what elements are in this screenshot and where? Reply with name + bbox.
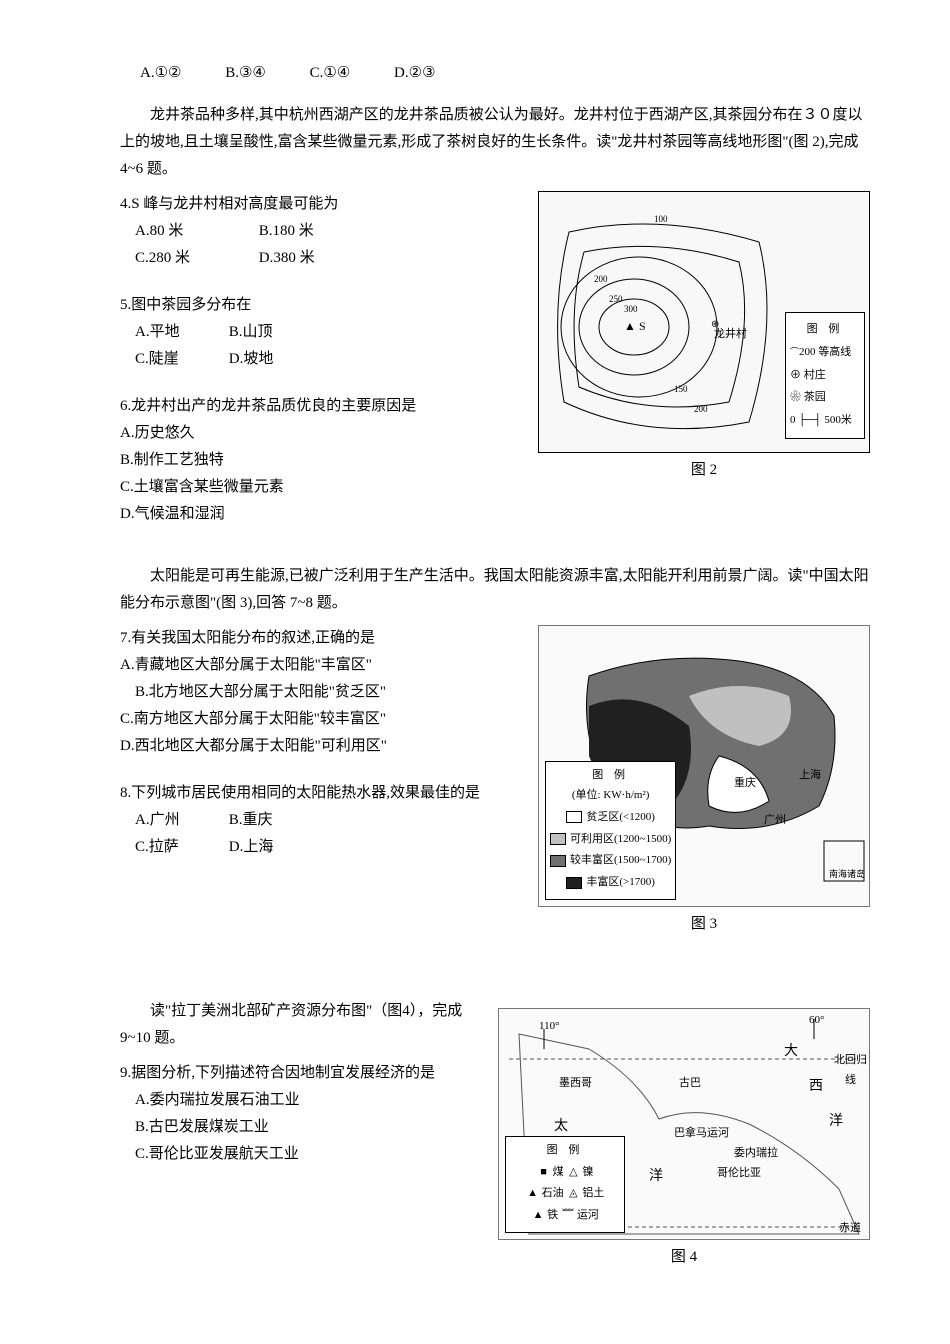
figure-3-map: 拉萨 重庆 上海 广州 南海诸岛 图 例 (单位: KW·h/m²) 贫乏区(<… xyxy=(538,625,870,907)
city-chongqing: 重庆 xyxy=(734,774,756,794)
fig3-legend-unit: (单位: KW·h/m²) xyxy=(550,786,671,806)
figure-2-container: ▲ S 龙井村 ⊕ 100 200 250 300 150 200 图 例 ⌒2… xyxy=(538,191,870,484)
figure-2-legend: 图 例 ⌒200 等高线 ⊕ 村庄 ❀ 茶园 0 ├─┤ 500米 xyxy=(785,312,865,439)
q4-opt-d: D.380 米 xyxy=(259,245,379,272)
q8-opt-b: B.重庆 xyxy=(229,807,319,834)
fig4-legend-title: 图 例 xyxy=(510,1141,620,1161)
contour-map-svg: ▲ S 龙井村 ⊕ 100 200 250 300 150 200 xyxy=(539,192,789,452)
fig3-leg-1: 可利用区(1200~1500) xyxy=(550,830,671,850)
lon-60: 60° xyxy=(809,1011,824,1031)
legend-scale: 0 ├─┤ 500米 xyxy=(790,411,860,431)
svg-text:⊕: ⊕ xyxy=(711,319,719,330)
legend-village: ⊕ 村庄 xyxy=(790,366,860,386)
yang2: 洋 xyxy=(649,1164,663,1189)
xi: 西 xyxy=(809,1074,823,1099)
q4-opt-b: B.180 米 xyxy=(259,218,379,245)
q8-opt-a: A.广州 xyxy=(135,807,225,834)
mexico: 墨西哥 xyxy=(559,1074,592,1094)
cuba: 古巴 xyxy=(679,1074,701,1094)
q8-opt-c: C.拉萨 xyxy=(135,834,225,861)
svg-text:S: S xyxy=(639,319,646,333)
svg-text:100: 100 xyxy=(654,214,668,224)
fig3-leg-2: 较丰富区(1500~1700) xyxy=(550,851,671,871)
q4-opt-c: C.280 米 xyxy=(135,245,255,272)
fig3-leg-0: 贫乏区(<1200) xyxy=(550,808,671,828)
svg-text:300: 300 xyxy=(624,304,638,314)
svg-text:250: 250 xyxy=(609,294,623,304)
svg-text:200: 200 xyxy=(694,404,708,414)
q8-opt-d: D.上海 xyxy=(229,834,319,861)
fig3-legend-title: 图 例 xyxy=(550,766,671,786)
city-shanghai: 上海 xyxy=(799,766,821,786)
figure-3-legend: 图 例 (单位: KW·h/m²) 贫乏区(<1200) 可利用区(1200~1… xyxy=(545,761,676,900)
svg-text:▲: ▲ xyxy=(624,319,636,333)
legend-contour: ⌒200 等高线 xyxy=(790,343,860,363)
q3-opt-d: D.②③ xyxy=(394,60,435,87)
q3-options: A.①② B.③④ C.①④ D.②③ xyxy=(140,60,870,87)
figure-2-caption: 图 2 xyxy=(538,457,870,484)
q6-opt-d: D.气候温和湿润 xyxy=(120,501,870,528)
figure-4-legend: 图 例 ■煤 △镍 ▲石油 ◬铝土 ▲铁 ﹌运河 xyxy=(505,1136,625,1233)
q3-opt-b: B.③④ xyxy=(225,60,266,87)
q3-opt-a: A.①② xyxy=(140,60,181,87)
yang1: 洋 xyxy=(829,1109,843,1134)
figure-4-map: 110° 60° 大 西 洋 太 平 洋 墨西哥 古巴 委内瑞拉 哥伦比亚 巴拿… xyxy=(498,1008,870,1240)
q4-opt-a: A.80 米 xyxy=(135,218,255,245)
fig4-leg-0: ■煤 △镍 xyxy=(510,1163,620,1183)
lon-110: 110° xyxy=(539,1017,560,1037)
passage-2: 太阳能是可再生能源,已被广泛利用于生产生活中。我国太阳能资源丰富,太阳能开利用前… xyxy=(120,563,870,617)
q5-opt-c: C.陡崖 xyxy=(135,346,225,373)
figure-2-map: ▲ S 龙井村 ⊕ 100 200 250 300 150 200 图 例 ⌒2… xyxy=(538,191,870,453)
figure-3-container: 拉萨 重庆 上海 广州 南海诸岛 图 例 (单位: KW·h/m²) 贫乏区(<… xyxy=(538,625,870,938)
fig4-leg-2: ▲铁 ﹌运河 xyxy=(510,1206,620,1226)
figure-3-caption: 图 3 xyxy=(538,911,870,938)
q5-opt-d: D.坡地 xyxy=(229,346,319,373)
da: 大 xyxy=(784,1039,798,1064)
legend-tea: ❀ 茶园 xyxy=(790,388,860,408)
svg-text:200: 200 xyxy=(594,274,608,284)
q3-opt-c: C.①④ xyxy=(310,60,351,87)
passage-1: 龙井茶品种多样,其中杭州西湖产区的龙井茶品质被公认为最好。龙井村位于西湖产区,其… xyxy=(120,102,870,183)
tropic: 北回归线 xyxy=(832,1051,869,1091)
q5-opt-a: A.平地 xyxy=(135,319,225,346)
fig3-leg-3: 丰富区(>1700) xyxy=(550,873,671,893)
equator: 赤道 xyxy=(839,1219,861,1239)
fig4-leg-1: ▲石油 ◬铝土 xyxy=(510,1184,620,1204)
q5-opt-b: B.山顶 xyxy=(229,319,319,346)
venezuela: 委内瑞拉 xyxy=(734,1144,778,1164)
nanhai-label: 南海诸岛 xyxy=(829,866,865,882)
legend-title: 图 例 xyxy=(790,320,860,340)
figure-4-caption: 图 4 xyxy=(498,1244,870,1271)
panama: 巴拿马运河 xyxy=(674,1124,729,1144)
city-guangzhou: 广州 xyxy=(764,811,786,831)
figure-4-container: 110° 60° 大 西 洋 太 平 洋 墨西哥 古巴 委内瑞拉 哥伦比亚 巴拿… xyxy=(498,1008,870,1271)
svg-text:150: 150 xyxy=(674,384,688,394)
colombia: 哥伦比亚 xyxy=(717,1164,761,1184)
